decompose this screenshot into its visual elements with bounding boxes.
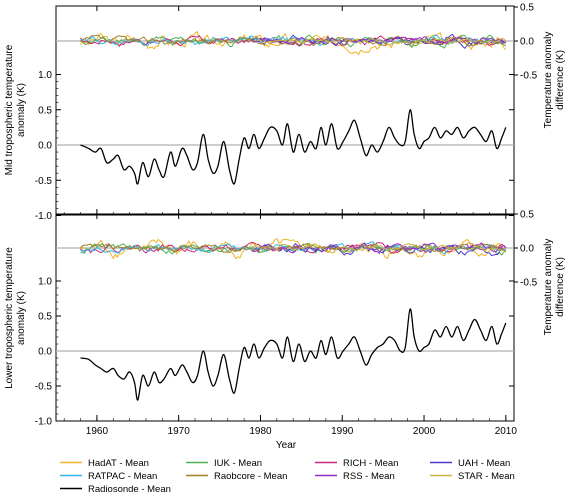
mid-panel-frame <box>55 5 515 216</box>
legend-label: IUK - Mean <box>214 458 262 469</box>
legend-label: HadAT - Mean <box>88 458 149 469</box>
lower-ylabel-line-2: anomaly (K) <box>16 291 27 345</box>
mid-ylabel2-line-2: difference (K) <box>555 50 566 110</box>
mid-diff-series-line <box>252 33 506 50</box>
xtick-label: 1960 <box>86 426 109 437</box>
legend-label: RSS - Mean <box>343 471 395 482</box>
lower-ylabel2-line-1: Temperature anomaly <box>543 239 554 336</box>
mid-diff-series-line <box>252 35 507 47</box>
lower-ytick-label: 1.0 <box>38 277 52 288</box>
lower-diff-series-line <box>251 242 506 257</box>
mid-ytick2-label: -0.5 <box>520 71 538 82</box>
xtick-label: 1980 <box>249 426 272 437</box>
mid-diff-series-line <box>80 34 507 47</box>
legend-label: Radiosonde - Mean <box>88 484 171 495</box>
mid-ylabel2-line-1: Temperature anomaly <box>543 32 554 129</box>
legend-label: UAH - Mean <box>458 458 510 469</box>
legend-label: RICH - Mean <box>343 458 398 469</box>
xtick-label: 2000 <box>413 426 436 437</box>
xtick-label: 2010 <box>495 426 518 437</box>
xtick-label: 1990 <box>331 426 354 437</box>
lower-ytick2-label: 0.0 <box>520 244 534 255</box>
chart-marks: 1.0 0.5 0.0 -0.5 -1.0 0.5 0.0 -0.5 1.0 0.5 0.0 -0.5… <box>35 3 538 438</box>
mid-radiosonde-line <box>80 109 507 185</box>
mid-ytick-label: -0.5 <box>35 176 53 187</box>
legend: HadAT - Mean IUK - Mean RICH - Mean UAH - M… <box>60 458 515 495</box>
mid-ytick-label: -1.0 <box>35 211 53 222</box>
mid-ytick-label: 0.0 <box>38 141 52 152</box>
lower-ytick-label: -0.5 <box>35 382 53 393</box>
legend-label: STAR - Mean <box>458 471 515 482</box>
lower-ylabel2-line-2: difference (K) <box>555 257 566 317</box>
mid-ytick-label: 0.5 <box>38 105 52 116</box>
mid-ytick2-label: 0.0 <box>520 37 534 48</box>
mid-ytick-label: 1.0 <box>38 70 52 81</box>
lower-diff-series-line <box>80 242 506 254</box>
lower-ytick-label: 0.0 <box>38 347 52 358</box>
lower-diff-series-line <box>251 242 507 254</box>
legend-label: Raobcore - Mean <box>214 471 287 482</box>
lower-ytick2-label: 0.5 <box>520 210 534 221</box>
lower-ytick-label: -1.0 <box>35 417 53 428</box>
lower-ytick-label: 0.5 <box>38 312 52 323</box>
mid-ytick2-label: 0.5 <box>520 3 534 14</box>
xtick-label: 1970 <box>168 426 191 437</box>
lower-ylabel-line-1: Lower tropospheric temperature <box>4 247 15 389</box>
lower-panel-frame <box>55 213 515 422</box>
x-axis-label: Year <box>276 440 297 451</box>
mid-diff-series-line <box>80 34 507 46</box>
mid-diff-series-line <box>251 36 506 45</box>
mid-ylabel-line-2: anomaly (K) <box>16 83 27 137</box>
lower-ytick2-label: -0.5 <box>520 278 538 289</box>
lower-radiosonde-line <box>80 308 507 401</box>
mid-ylabel-line-1: Mid tropospheric temperature <box>4 44 15 175</box>
legend-label: RATPAC - Mean <box>88 471 157 482</box>
